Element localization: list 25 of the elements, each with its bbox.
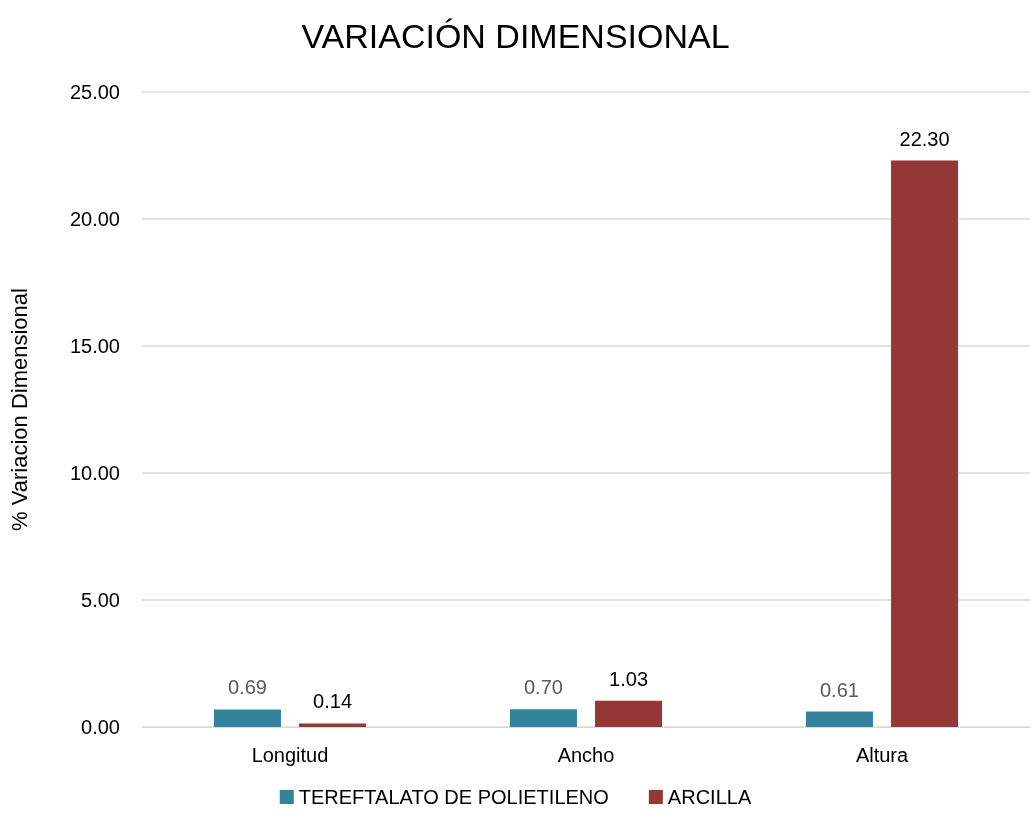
data-label: 0.69 (227, 676, 267, 699)
y-tick-label: 20.00 (69, 208, 120, 230)
y-tick-label: 15.00 (69, 335, 120, 357)
data-label: 0.61 (819, 678, 859, 701)
chart-title: VARIACIÓN DIMENSIONAL (301, 17, 730, 55)
bar (509, 709, 577, 727)
legend-label: TEREFTALATO DE POLIETILENO (298, 786, 609, 808)
bar (299, 723, 367, 727)
y-tick-label: 10.00 (69, 462, 120, 484)
bar (891, 160, 959, 727)
legend-label: ARCILLA (667, 786, 752, 808)
data-label: 0.14 (313, 690, 353, 713)
y-tick-label: 0.00 (81, 716, 120, 738)
y-axis-title: % Variacion Dimensional (6, 288, 32, 531)
x-tick-label: Longitud (251, 744, 329, 766)
data-label: 0.70 (523, 676, 563, 699)
x-tick-label: Altura (855, 744, 909, 766)
bar (213, 709, 281, 727)
data-label: 22.30 (899, 127, 950, 150)
y-tick-label: 5.00 (81, 589, 120, 611)
bar (595, 700, 663, 727)
x-tick-label: Ancho (557, 744, 615, 766)
data-label: 1.03 (609, 667, 649, 690)
y-tick-label: 25.00 (69, 81, 120, 103)
bar (805, 711, 873, 727)
